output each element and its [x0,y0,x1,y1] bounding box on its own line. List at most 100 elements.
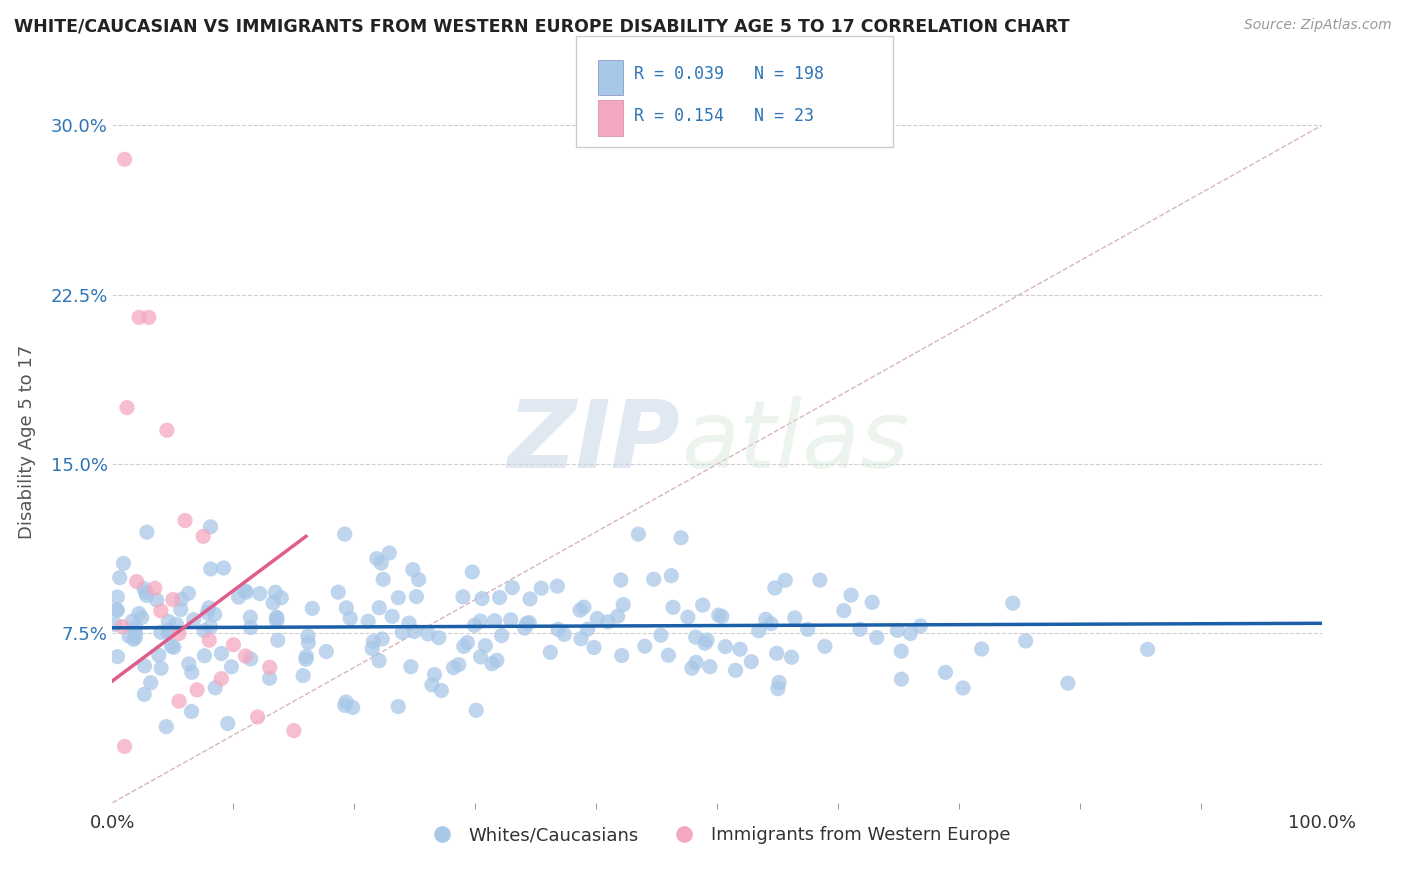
Point [586,611,609,625]
Point [368,654,391,668]
Point [606,609,628,624]
Text: R = 0.039   N = 198: R = 0.039 N = 198 [634,65,824,83]
Point [246,710,269,724]
Point [135,525,157,540]
Point [335,600,357,615]
Point [839,588,862,602]
Point [266,610,288,624]
Point [200,562,222,576]
Point [134,687,156,701]
Point [295,649,318,664]
Point [832,603,855,617]
Point [404,624,426,639]
Point [470,614,492,628]
Point [193,624,215,638]
Point [405,590,427,604]
Point [538,645,561,659]
Point [198,600,221,615]
Text: ZIP: ZIP [508,395,681,488]
Point [399,659,422,673]
Point [174,514,197,528]
Point [470,649,492,664]
Point [183,613,205,627]
Point [361,641,384,656]
Point [157,615,180,629]
Point [292,668,315,682]
Point [890,644,912,658]
Point [398,616,420,631]
Point [170,602,193,616]
Point [755,612,778,626]
Point [387,699,409,714]
Point [860,595,883,609]
Point [105,603,128,617]
Point [297,635,319,649]
Point [193,648,215,663]
Point [898,626,921,640]
Point [239,652,262,666]
Point [363,634,385,648]
Point [519,591,541,606]
Point [808,573,831,587]
Point [212,561,235,575]
Point [669,531,692,545]
Point [155,720,177,734]
Point [740,655,762,669]
Point [114,153,136,167]
Point [145,593,167,607]
Point [659,568,682,582]
Point [676,610,699,624]
Point [328,585,350,599]
Point [685,630,707,644]
Point [191,529,214,543]
Point [107,649,129,664]
Point [463,618,485,632]
Point [465,703,488,717]
Point [204,607,226,622]
Point [1136,642,1159,657]
Point [104,617,127,632]
Point [453,640,475,654]
Point [710,609,733,624]
Point [572,600,595,615]
Point [387,591,409,605]
Point [162,592,184,607]
Point [491,629,513,643]
Point [681,661,703,675]
Point [333,698,356,713]
Text: WHITE/CAUCASIAN VS IMMIGRANTS FROM WESTERN EUROPE DISABILITY AGE 5 TO 17 CORRELA: WHITE/CAUCASIAN VS IMMIGRANTS FROM WESTE… [14,18,1070,36]
Point [357,614,380,628]
Point [221,660,243,674]
Point [699,659,721,673]
Point [610,573,633,587]
Point [315,644,337,658]
Point [650,628,672,642]
Point [612,598,634,612]
Point [576,622,599,636]
Point [180,665,202,680]
Point [685,656,707,670]
Point [447,657,470,672]
Point [456,635,478,649]
Point [128,607,150,621]
Point [783,611,806,625]
Point [148,648,170,662]
Point [200,520,222,534]
Point [696,633,718,648]
Point [111,620,134,634]
Point [423,667,446,681]
Point [209,672,232,686]
Point [125,574,148,589]
Point [131,610,153,624]
Point [165,617,187,632]
Point [342,700,364,714]
Point [204,681,226,695]
Point [461,565,484,579]
Point [122,632,145,647]
Point [135,589,157,603]
Point [402,563,425,577]
Point [105,603,128,617]
Point [530,581,553,595]
Point [627,527,650,541]
Point [768,675,790,690]
